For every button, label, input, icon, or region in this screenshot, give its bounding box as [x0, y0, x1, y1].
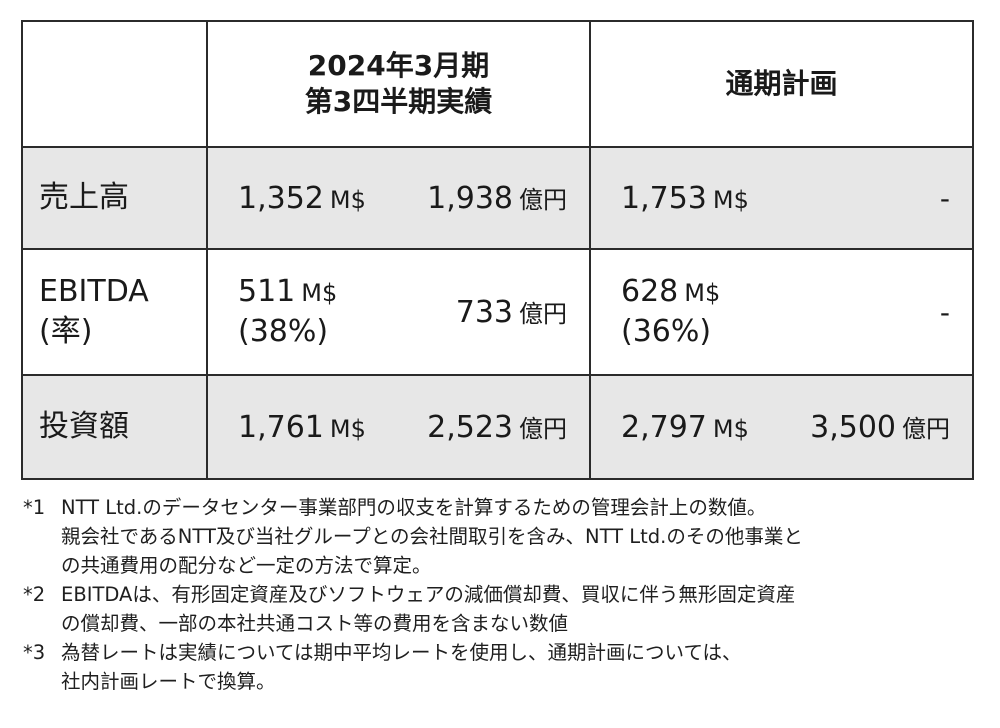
ebitda-plan-rate: (36%): [621, 314, 712, 349]
investment-plan-usd-unit: M$: [712, 414, 749, 443]
ebitda-actual-usd: 511 M$: [238, 274, 337, 314]
sales-plan-usd-unit: M$: [712, 185, 749, 214]
header-actual: 2024年3月期 第3四半期実績: [206, 20, 591, 148]
header-plan: 通期計画: [589, 20, 974, 148]
row-label-investment: 投資額: [21, 374, 208, 480]
ebitda-actual-usd-stack: 511 M$ (38%): [238, 274, 337, 350]
row-label-sales: 売上高: [21, 146, 208, 250]
investment-actual-usd-value: 1,761: [238, 409, 324, 445]
footnote-3-text: 為替レートは実績については期中平均レートを使用し、通期計画については、 社内計画…: [61, 638, 983, 696]
footnote-2-line-2: の償却費、一部の本社共通コスト等の費用を含まない数値: [61, 612, 569, 635]
sales-actual-jpy-unit: 億円: [519, 186, 567, 214]
financial-summary-table: 2024年3月期 第3四半期実績 通期計画 売上高 1,352 M$ 1,938 億…: [21, 20, 974, 480]
sales-actual-jpy: 1,938 億円: [427, 180, 567, 216]
ebitda-plan-usd-stack: 628 M$ (36%): [621, 274, 720, 350]
investment-actual-usd: 1,761 M$: [238, 410, 366, 445]
header-row: 2024年3月期 第3四半期実績 通期計画: [21, 20, 974, 148]
investment-actual-cell: 1,761 M$ 2,523 億円: [206, 374, 591, 480]
row-label-ebitda: EBITDA (率): [21, 248, 208, 376]
sales-plan-cell: 1,753 M$ -: [589, 146, 974, 250]
footnote-2-line-1: EBITDAは、有形固定資産及びソフトウェアの減価償却費、買収に伴う無形固定資産: [61, 583, 796, 606]
footnote-2-mark: *2: [23, 583, 46, 606]
ebitda-plan-jpy-dash: -: [939, 295, 950, 329]
investment-actual-jpy-value: 2,523: [427, 410, 513, 445]
footnote-1-mark: *1: [23, 496, 46, 519]
investment-plan-cell: 2,797 M$ 3,500 億円: [589, 374, 974, 480]
ebitda-plan-cell: 628 M$ (36%) -: [589, 248, 974, 376]
row-label-ebitda-line2: (率): [39, 314, 93, 349]
investment-actual-usd-unit: M$: [329, 414, 366, 443]
ebitda-plan-usd-value: 628: [621, 274, 679, 309]
sales-plan-usd-value: 1,753: [621, 180, 707, 216]
investment-plan-usd: 2,797 M$: [621, 410, 749, 445]
footnote-2: *2 EBITDAは、有形固定資産及びソフトウェアの減価償却費、買収に伴う無形固…: [23, 580, 983, 638]
header-actual-line1: 2024年3月期: [307, 49, 490, 82]
ebitda-actual-jpy-value: 733: [455, 295, 513, 330]
table-row-ebitda: EBITDA (率) 511 M$ (38%) 733 億円 62: [21, 248, 974, 376]
ebitda-plan-usd-unit: M$: [684, 279, 721, 307]
investment-actual-jpy-unit: 億円: [519, 415, 567, 443]
sales-actual-jpy-value: 1,938: [427, 181, 513, 216]
footnote-3-mark: *3: [23, 641, 46, 664]
sales-plan-usd: 1,753 M$: [621, 181, 749, 216]
investment-plan-jpy-unit: 億円: [902, 415, 950, 443]
sales-actual-cell: 1,352 M$ 1,938 億円: [206, 146, 591, 250]
table-row-investment: 投資額 1,761 M$ 2,523 億円 2,797 M$ 3,500 億円: [21, 374, 974, 480]
sales-actual-usd: 1,352 M$: [238, 181, 366, 216]
ebitda-actual-usd-unit: M$: [301, 279, 338, 307]
footnote-1-line-1: NTT Ltd.のデータセンター事業部門の収支を計算するための管理会計上の数値。: [61, 496, 767, 519]
ebitda-actual-usd-value: 511: [238, 274, 296, 309]
footnote-3-line-1: 為替レートは実績については期中平均レートを使用し、通期計画については、: [61, 641, 742, 664]
footnote-1-line-3: の共通費用の配分など一定の方法で算定。: [61, 554, 432, 577]
ebitda-actual-rate: (38%): [238, 314, 329, 349]
ebitda-actual-jpy: 733 億円: [456, 294, 567, 330]
investment-plan-usd-value: 2,797: [621, 409, 707, 445]
investment-plan-jpy-value: 3,500: [810, 410, 896, 445]
sales-actual-usd-value: 1,352: [238, 180, 324, 216]
footnotes: *1 NTT Ltd.のデータセンター事業部門の収支を計算するための管理会計上の…: [23, 493, 983, 696]
ebitda-actual-cell: 511 M$ (38%) 733 億円: [206, 248, 591, 376]
ebitda-actual-jpy-unit: 億円: [519, 300, 567, 328]
footnote-2-text: EBITDAは、有形固定資産及びソフトウェアの減価償却費、買収に伴う無形固定資産…: [61, 580, 983, 638]
row-label-ebitda-line1: EBITDA: [39, 274, 149, 309]
footnote-1-line-2: 親会社であるNTT及び当社グループとの会社間取引を含み、NTT Ltd.のその他…: [61, 525, 803, 548]
investment-plan-jpy: 3,500 億円: [810, 409, 950, 445]
footnote-1-text: NTT Ltd.のデータセンター事業部門の収支を計算するための管理会計上の数値。…: [61, 493, 983, 580]
investment-actual-jpy: 2,523 億円: [427, 409, 567, 445]
footnote-3-line-2: 社内計画レートで換算。: [61, 670, 276, 693]
footnote-1: *1 NTT Ltd.のデータセンター事業部門の収支を計算するための管理会計上の…: [23, 493, 983, 580]
sales-actual-usd-unit: M$: [329, 185, 366, 214]
header-actual-line2: 第3四半期実績: [304, 85, 493, 118]
ebitda-plan-usd: 628 M$: [621, 274, 720, 314]
footnote-3: *3 為替レートは実績については期中平均レートを使用し、通期計画については、 社…: [23, 638, 983, 696]
sales-plan-jpy-dash: -: [939, 181, 950, 215]
corner-cell: [21, 20, 208, 148]
table-row-sales: 売上高 1,352 M$ 1,938 億円 1,753 M$ -: [21, 146, 974, 250]
